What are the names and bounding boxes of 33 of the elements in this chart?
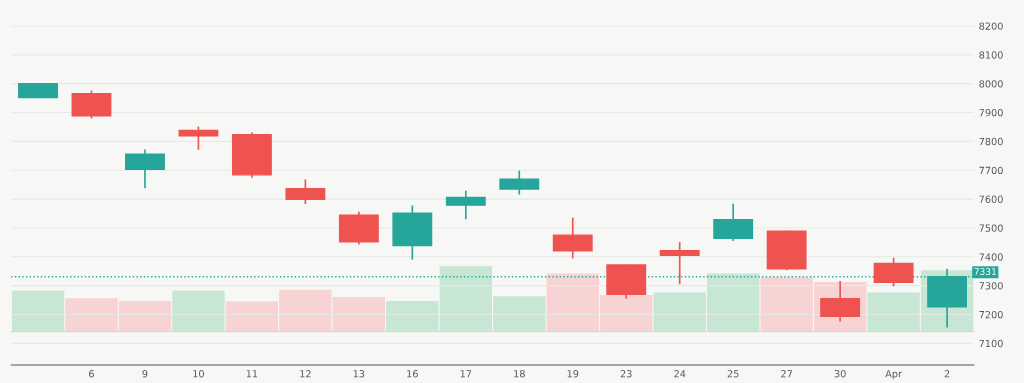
x-tick-label: 24 <box>674 370 686 378</box>
candlestick <box>659 241 700 286</box>
x-tick-label: Apr <box>885 370 903 380</box>
y-tick-label: 8100 <box>979 51 1003 59</box>
x-tick-label: 11 <box>246 370 258 378</box>
bar <box>172 290 225 332</box>
y-tick-label: 7200 <box>979 310 1003 319</box>
x-tick-label: 2 <box>944 370 950 378</box>
x-tick-label: 25 <box>727 370 739 378</box>
x-tick-label: 16 <box>407 370 418 378</box>
y-tick-label: 7600 <box>979 195 1003 203</box>
y-tick-label: 7400 <box>979 253 1003 261</box>
x-tick-label: 27 <box>781 370 793 378</box>
y-tick-label: 7300 <box>979 282 1003 290</box>
y-tick-label: 7800 <box>979 137 1003 146</box>
x-tick-label: 13 <box>353 370 365 378</box>
ref-line-label: 7331 <box>974 268 996 275</box>
y-tick-label: 7500 <box>979 224 1003 232</box>
x-tick-label: 17 <box>460 370 472 378</box>
bar <box>11 290 65 332</box>
y-tick-label: 8200 <box>979 22 1003 30</box>
y-tick-label: 7100 <box>979 339 1003 348</box>
x-tick-label: 23 <box>620 370 632 378</box>
x-tick-label: 9 <box>142 370 148 378</box>
y-tick-label: 7900 <box>979 109 1003 117</box>
x-tick-label: 12 <box>300 370 311 378</box>
x-tick-label: 19 <box>567 370 579 378</box>
y-tick-label: 7700 <box>979 166 1003 175</box>
x-tick-label: 10 <box>193 370 204 378</box>
x-tick-label: 18 <box>514 370 525 378</box>
y-tick-label: 8000 <box>979 80 1003 88</box>
x-tick-label: 6 <box>89 370 94 378</box>
x-tick-label: 30 <box>834 370 846 378</box>
